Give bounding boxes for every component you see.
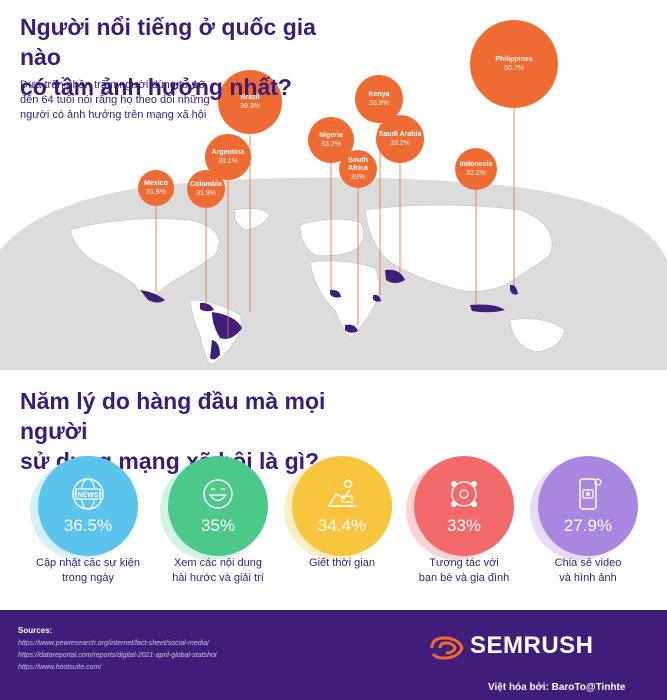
- people-network-icon: [451, 481, 477, 507]
- reason-percent: 35%: [200, 516, 236, 535]
- map-title-line1: Người nổi tiếng ở quốc gia nào: [20, 14, 316, 70]
- map-title: Người nổi tiếng ở quốc gia nào có tầm ản…: [20, 12, 340, 102]
- reason-circle: [538, 456, 638, 556]
- map-subtitle: Dựa trên phần trăm người dùng từ 16 đến …: [20, 78, 230, 123]
- continents: [69, 204, 566, 366]
- country-name: Mexico: [144, 179, 168, 187]
- reason-circle: [38, 456, 138, 556]
- country-name: Nigeria: [319, 131, 343, 139]
- reasons-title-line1: Năm lý do hàng đầu mà mọi người: [20, 388, 326, 444]
- reason-item-news: NEWS 36.5% Cập nhật các sự kiện trong ng…: [28, 456, 148, 606]
- reason-label-line1: Chia sẻ video: [554, 557, 622, 569]
- map-subtitle-line3: người có ảnh hưởng trên mạng xã hội: [20, 109, 207, 121]
- reason-item-friends-family: 33% Tương tác với bạn bè và gia đình: [404, 456, 524, 606]
- bubble-argentina: Argentina 33.1%: [205, 134, 251, 180]
- relaxing-person-icon: [328, 479, 356, 507]
- map-mexico: [140, 290, 165, 303]
- country-name: Colombia: [190, 180, 222, 188]
- country-value: 39.3%: [240, 102, 260, 110]
- country-value: 33.1%: [218, 157, 238, 165]
- reason-label-line2: và hình ảnh: [559, 572, 617, 584]
- semrush-flame-icon: [430, 636, 464, 660]
- country-name: Argentina: [211, 148, 245, 156]
- country-value: 32.2%: [466, 169, 486, 177]
- reason-percent: 33%: [446, 516, 482, 535]
- country-name: Saudi Arabia: [378, 130, 422, 138]
- reason-item-share-media: 27.9% Chia sẻ video và hình ảnh: [528, 456, 648, 606]
- country-name: Brazil: [240, 93, 260, 101]
- bubble-south-africa: South Africa 33%: [339, 150, 377, 188]
- reason-label-line1: Cập nhật các sự kiện: [36, 557, 140, 569]
- svg-text:NEWS: NEWS: [78, 492, 99, 499]
- map-south-africa: [345, 324, 358, 333]
- reason-label-line2: trong ngày: [62, 572, 114, 584]
- reason-label: Giết thời gian: [282, 556, 402, 571]
- footer: Sources: https://www.pewresearch.org/int…: [0, 610, 667, 700]
- reason-label-line1: Tương tác với: [429, 557, 499, 569]
- country-name: South Africa: [348, 156, 368, 172]
- reason-label-line2: bạn bè và gia đình: [418, 572, 510, 584]
- country-value: 31.9%: [196, 189, 216, 197]
- bubble-philippines: Philippines 50.7%: [470, 20, 558, 108]
- map-nigeria: [330, 289, 341, 298]
- map-saudi-arabia: [385, 269, 405, 283]
- map-subtitle-line1: Dựa trên phần trăm người dùng từ 16: [20, 79, 205, 91]
- brand-name: SEMRUSH: [470, 632, 594, 659]
- bubble-mexico: Mexico 31.9%: [138, 170, 174, 206]
- highlighted-countries: [140, 269, 518, 360]
- reason-label: Chia sẻ video và hình ảnh: [528, 556, 648, 586]
- bubble-saudi-arabia: Saudi Arabia 33.2%: [376, 115, 424, 163]
- reason-label: Xem các nội dung hài hước và giải trí: [158, 556, 278, 586]
- map-argentina: [210, 340, 220, 360]
- map-subtitle-line2: đến 64 tuổi nói rằng họ theo dõi những: [20, 94, 210, 106]
- map-kenya: [373, 294, 381, 302]
- map-philippines: [510, 284, 518, 295]
- reason-percent: 34.4%: [317, 516, 367, 535]
- map-colombia: [200, 302, 214, 312]
- reason-label-line1: Giết thời gian: [309, 557, 375, 569]
- source-link[interactable]: https://datareportal.com/reports/digital…: [18, 652, 217, 659]
- credit-text: Việt hóa bởi: BaroTo@Tinhte: [488, 682, 626, 693]
- country-value: 33%: [350, 173, 365, 181]
- bubble-indonesia: Indonesia 32.2%: [455, 148, 497, 190]
- country-value: 31.9%: [146, 188, 166, 196]
- reason-circle: [168, 456, 268, 556]
- country-name: Kenya: [368, 90, 390, 98]
- reason-percent: 27.9%: [563, 516, 613, 535]
- sources-title: Sources:: [18, 626, 53, 635]
- country-name: Indonesia: [459, 160, 493, 168]
- source-link[interactable]: https://www.hootsuite.com/: [18, 664, 102, 671]
- country-value: 33.8%: [369, 99, 389, 107]
- country-value: 33.2%: [321, 140, 341, 148]
- country-value: 50.7%: [504, 64, 524, 72]
- map-indonesia: [470, 304, 505, 313]
- reason-percent: 36.5%: [63, 516, 113, 535]
- news-globe-icon: NEWS: [72, 478, 104, 510]
- laughing-face-icon: [203, 479, 233, 509]
- reason-label: Tương tác với bạn bè và gia đình: [404, 556, 524, 586]
- reason-label-line2: hài hước và giải trí: [172, 572, 264, 584]
- country-value: 33.2%: [390, 139, 410, 147]
- map-brazil: [212, 312, 242, 339]
- world-map: [0, 105, 667, 370]
- map-title-line2: có tầm ảnh hưởng nhất?: [20, 74, 292, 100]
- reason-label: Cập nhật các sự kiện trong ngày: [28, 556, 148, 586]
- reason-label-line1: Xem các nội dung: [173, 557, 263, 569]
- brand-logo: SEMRUSH: [430, 632, 650, 662]
- reason-item-kill-time: 34.4% Giết thời gian: [282, 456, 402, 606]
- country-name: Philippines: [495, 55, 533, 63]
- source-link[interactable]: https://www.pewresearch.org/internet/fac…: [18, 640, 210, 647]
- phone-camera-icon: [579, 478, 602, 510]
- bubble-brazil: Brazil 39.3%: [218, 70, 282, 134]
- reason-item-entertainment: 35% Xem các nội dung hài hước và giải tr…: [158, 456, 278, 606]
